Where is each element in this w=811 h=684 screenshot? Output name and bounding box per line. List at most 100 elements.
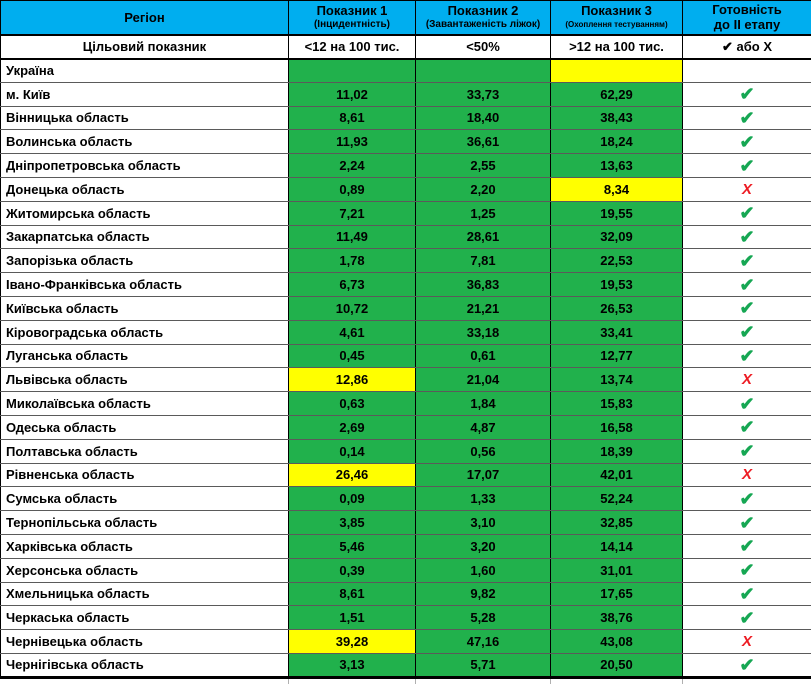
region-cell: Запорізька область bbox=[0, 248, 289, 274]
indicator1-title: Показник 1 bbox=[316, 3, 388, 19]
readiness-status-cell: ✔ bbox=[682, 439, 811, 464]
indicator3-value-cell: 32,09 bbox=[550, 225, 683, 250]
indicator3-value-cell: 14,14 bbox=[550, 534, 683, 559]
cross-icon: X bbox=[741, 180, 752, 198]
indicator1-value-cell: 3,13 bbox=[288, 653, 416, 678]
table-row: Закарпатська область 11,49 28,61 32,09 ✔ bbox=[0, 225, 811, 250]
readiness-status-cell: X bbox=[682, 463, 811, 488]
indicator2-value-cell: 33,73 bbox=[415, 82, 551, 107]
indicator1-value-cell: 0,09 bbox=[288, 486, 416, 512]
readiness-status-cell: X bbox=[682, 367, 811, 393]
indicator1-value-cell: 0,14 bbox=[288, 439, 416, 464]
indicator2-value-cell: 0,61 bbox=[415, 344, 551, 369]
indicator3-value-cell: 12,77 bbox=[550, 344, 683, 369]
indicator2-value-cell: 36,83 bbox=[415, 272, 551, 297]
region-cell: Одеська область bbox=[0, 415, 289, 440]
indicator3-value-cell: 31,01 bbox=[550, 558, 683, 583]
indicator1-value-cell: 2,69 bbox=[288, 415, 416, 440]
check-icon: ✔ bbox=[739, 203, 755, 224]
readiness-status-cell: ✔ bbox=[682, 486, 811, 512]
region-cell: Львівська область bbox=[0, 367, 289, 393]
region-cell: Харківська область bbox=[0, 534, 289, 559]
region-cell: Івано-Франківська область bbox=[0, 272, 289, 297]
indicator1-value-cell: 8,61 bbox=[288, 582, 416, 607]
check-icon: ✔ bbox=[739, 226, 755, 247]
readiness-status-cell: ✔ bbox=[682, 415, 811, 440]
indicator3-value-cell: 18,24 bbox=[550, 129, 683, 155]
indicator2-value-cell: 9,82 bbox=[415, 582, 551, 607]
check-icon: ✔ bbox=[739, 250, 755, 271]
readiness-status-cell: ✔ bbox=[682, 582, 811, 607]
indicator1-value-cell bbox=[288, 58, 416, 83]
table-row: Житомирська область 7,21 1,25 19,55 ✔ bbox=[0, 201, 811, 226]
table-row: Тернопільська область 3,85 3,10 32,85 ✔ bbox=[0, 510, 811, 535]
indicator3-value-cell: 52,24 bbox=[550, 486, 683, 512]
indicator3-value-cell: 20,50 bbox=[550, 653, 683, 678]
indicator2-value-cell: 28,61 bbox=[415, 225, 551, 250]
indicator2-subtitle: (Завантаженість ліжок) bbox=[425, 19, 541, 31]
indicator2-value-cell: 33,18 bbox=[415, 320, 551, 345]
check-icon: ✔ bbox=[739, 536, 755, 557]
indicator2-value-cell: 47,16 bbox=[415, 629, 551, 654]
check-icon: ✔ bbox=[739, 417, 755, 438]
header-indicator2: Показник 2 (Завантаженість ліжок) bbox=[415, 0, 551, 36]
cross-icon: X bbox=[741, 466, 752, 484]
indicator3-value-cell: 18,39 bbox=[550, 439, 683, 464]
region-cell: Сумська область bbox=[0, 486, 289, 512]
header-indicator3: Показник 3 (Охоплення тестуванням) bbox=[550, 0, 683, 36]
check-icon: ✔ bbox=[739, 84, 755, 105]
empty-cell bbox=[550, 675, 683, 684]
indicator2-value-cell: 4,87 bbox=[415, 415, 551, 440]
indicator2-value-cell: 21,04 bbox=[415, 367, 551, 393]
indicator2-value-cell: 1,60 bbox=[415, 558, 551, 583]
region-cell: Тернопільська область bbox=[0, 510, 289, 535]
table-row: Волинська область 11,93 36,61 18,24 ✔ bbox=[0, 129, 811, 155]
table-row: Івано-Франківська область 6,73 36,83 19,53 ✔ bbox=[0, 272, 811, 297]
table-row: Одеська область 2,69 4,87 16,58 ✔ bbox=[0, 415, 811, 440]
indicator2-value-cell: 5,28 bbox=[415, 605, 551, 631]
indicator2-value-cell: 2,20 bbox=[415, 177, 551, 202]
readiness-status-cell: ✔ bbox=[682, 129, 811, 155]
indicator2-value-cell: 0,56 bbox=[415, 439, 551, 464]
table-row: Херсонська область 0,39 1,60 31,01 ✔ bbox=[0, 558, 811, 583]
indicator3-value-cell: 16,58 bbox=[550, 415, 683, 440]
header-readiness: Готовність до ІІ етапу bbox=[682, 0, 811, 36]
readiness-status-cell bbox=[682, 58, 811, 83]
indicator2-value-cell: 3,20 bbox=[415, 534, 551, 559]
indicator1-value-cell: 5,46 bbox=[288, 534, 416, 559]
target-row: Цільовий показник <12 на 100 тис. <50% >… bbox=[0, 34, 811, 60]
indicator2-value-cell: 7,81 bbox=[415, 248, 551, 274]
header-row: Регіон Показник 1 (Інцидентність) Показн… bbox=[0, 0, 811, 36]
check-icon: ✔ bbox=[739, 488, 755, 509]
indicator1-value-cell: 10,72 bbox=[288, 296, 416, 321]
indicator3-value-cell: 19,55 bbox=[550, 201, 683, 226]
region-cell: Україна bbox=[0, 58, 289, 83]
readiness-status-cell: ✔ bbox=[682, 320, 811, 345]
table-row: Донецька область 0,89 2,20 8,34 X bbox=[0, 177, 811, 202]
indicator1-value-cell: 11,02 bbox=[288, 82, 416, 107]
target-indicator3: >12 на 100 тис. bbox=[550, 34, 683, 60]
table-row: Полтавська область 0,14 0,56 18,39 ✔ bbox=[0, 439, 811, 464]
indicator2-title: Показник 2 bbox=[447, 3, 519, 19]
check-icon: ✔ bbox=[739, 393, 755, 414]
readiness-status-cell: ✔ bbox=[682, 225, 811, 250]
table-row: Луганська область 0,45 0,61 12,77 ✔ bbox=[0, 344, 811, 369]
check-icon: ✔ bbox=[739, 607, 755, 628]
table-row: Кіровоградська область 4,61 33,18 33,41 ✔ bbox=[0, 320, 811, 345]
region-cell: Кіровоградська область bbox=[0, 320, 289, 345]
indicator3-value-cell: 13,74 bbox=[550, 367, 683, 393]
region-cell: Житомирська область bbox=[0, 201, 289, 226]
region-cell: Донецька область bbox=[0, 177, 289, 202]
empty-cell bbox=[415, 675, 551, 684]
table-row: Миколаївська область 0,63 1,84 15,83 ✔ bbox=[0, 391, 811, 416]
indicator3-title: Показник 3 bbox=[581, 3, 652, 19]
table-row: Запорізька область 1,78 7,81 22,53 ✔ bbox=[0, 248, 811, 274]
indicator1-value-cell: 0,45 bbox=[288, 344, 416, 369]
region-cell: Чернігівська область bbox=[0, 653, 289, 678]
readiness-status-cell: ✔ bbox=[682, 248, 811, 274]
header-region: Регіон bbox=[0, 0, 289, 36]
indicator1-value-cell: 39,28 bbox=[288, 629, 416, 654]
indicator1-value-cell: 3,85 bbox=[288, 510, 416, 535]
readiness-status-cell: ✔ bbox=[682, 605, 811, 631]
